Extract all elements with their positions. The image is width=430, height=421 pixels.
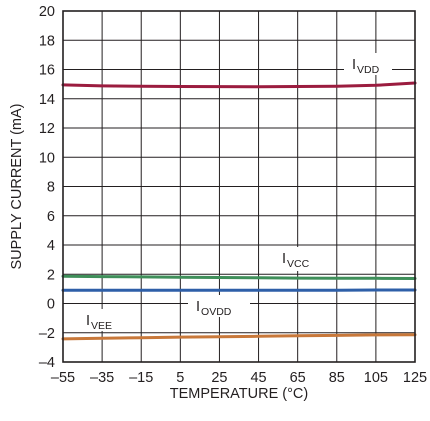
y-tick-label: 10 — [39, 150, 55, 166]
x-tick-label: 85 — [329, 370, 345, 386]
y-tick-label: 4 — [47, 238, 55, 254]
y-tick-label: 6 — [47, 209, 55, 225]
series-label-sub: VEE — [91, 320, 112, 332]
series-line-ivcc — [61, 274, 417, 280]
series-label-main: I — [352, 57, 356, 73]
series-label-text: IVCC — [282, 251, 310, 270]
series-line-ivdd — [61, 81, 417, 89]
y-tick-label: 20 — [39, 4, 55, 20]
series-layer — [61, 81, 417, 341]
x-tick-label: –35 — [90, 370, 114, 386]
y-tick-label: –4 — [39, 355, 55, 371]
x-axis-title: TEMPERATURE (°C) — [170, 386, 308, 402]
series-label-backdrop — [188, 295, 250, 317]
y-tick-label: 18 — [39, 33, 55, 49]
series-label-main: I — [282, 251, 286, 267]
series-label-text: IVEE — [86, 313, 112, 332]
series-label-main: I — [86, 313, 90, 329]
series-label-sub: VDD — [357, 64, 380, 76]
y-tick-label: 0 — [47, 297, 55, 313]
x-tick-label: 45 — [250, 370, 266, 386]
x-tick-label: –15 — [129, 370, 153, 386]
series-line-ivee — [61, 333, 417, 341]
plot-frame — [62, 10, 416, 363]
series-label-main: I — [196, 299, 200, 315]
series-label-ivee: IVEE — [78, 309, 122, 332]
y-tick-label: 16 — [39, 63, 55, 79]
y-tick-label: –2 — [39, 326, 55, 342]
x-tick-label: 5 — [176, 370, 184, 386]
x-tick-labels: –55 –35 –15 5 25 45 65 85 105 125 — [51, 370, 427, 386]
series-label-backdrop — [78, 309, 122, 331]
series-label-sub: OVDD — [201, 306, 232, 318]
y-axis-title: SUPPLY CURRENT (mA) — [9, 104, 25, 270]
x-tick-label: 65 — [290, 370, 306, 386]
series-label-text: IOVDD — [196, 299, 232, 318]
x-tick-label: –55 — [51, 370, 75, 386]
y-tick-labels: –4 –2 0 2 4 6 8 10 12 14 16 18 20 — [39, 4, 55, 371]
y-tick-label: 14 — [39, 92, 55, 108]
y-tick-label: 2 — [47, 267, 55, 283]
x-tick-label: 105 — [364, 370, 388, 386]
series-label-backdrop — [274, 247, 318, 271]
y-tick-label: 12 — [39, 121, 55, 137]
series-label-sub: VCC — [287, 258, 310, 270]
x-tick-label: 25 — [211, 370, 227, 386]
x-tick-label: 125 — [403, 370, 427, 386]
series-label-ivdd: IVDD — [344, 53, 392, 76]
series-label-text: IVDD — [352, 57, 380, 76]
series-label-backdrop — [344, 53, 392, 75]
y-tick-label: 8 — [47, 180, 55, 196]
series-label-ivcc: IVCC — [274, 247, 318, 271]
series-label-iovdd: IOVDD — [188, 295, 250, 318]
